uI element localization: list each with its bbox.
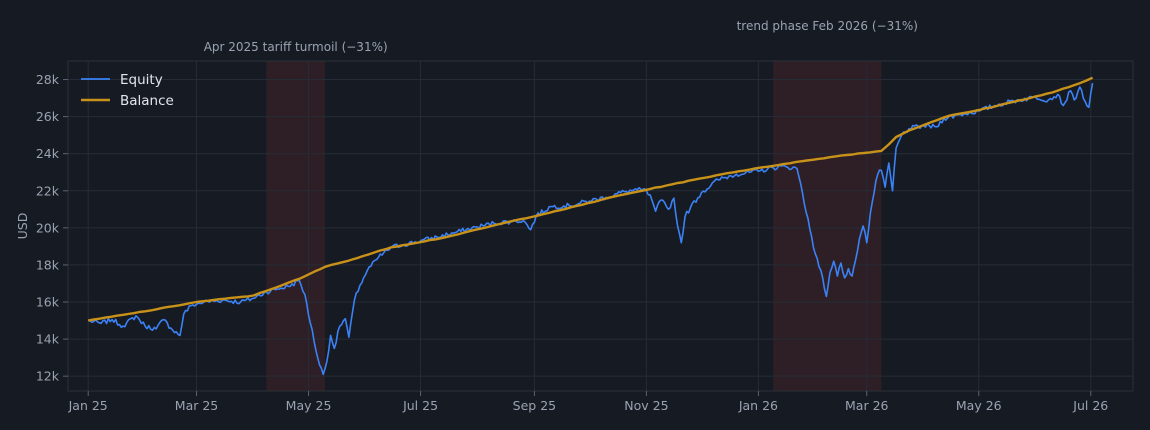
y-tick-label: 18k <box>36 257 60 272</box>
x-tick-label: Jul 25 <box>402 398 438 413</box>
x-tick-label: Mar 26 <box>845 398 889 413</box>
y-tick-label: 22k <box>36 183 60 198</box>
y-tick-label: 14k <box>36 332 60 347</box>
plot-area <box>67 60 1134 392</box>
region-label-1: Apr 2025 tariff turmoil (−31%) <box>204 40 388 54</box>
y-tick-label: 28k <box>36 72 60 87</box>
y-tick-label: 26k <box>36 109 60 124</box>
region-label-2: trend phase Feb 2026 (−31%) <box>737 19 918 33</box>
legend: Equity Balance <box>81 72 174 109</box>
drawdown-region-2 <box>773 61 882 391</box>
x-tick-label: Nov 25 <box>624 398 668 413</box>
x-tick-label: May 26 <box>956 398 1002 413</box>
y-tick-label: 20k <box>36 220 60 235</box>
drawdown-region-1 <box>266 61 326 391</box>
legend-label-equity: Equity <box>120 72 163 88</box>
x-tick-label: Jan 25 <box>68 398 108 413</box>
x-tick-label: Sep 25 <box>513 398 556 413</box>
x-tick-label: Jan 26 <box>738 398 778 413</box>
y-tick-label: 16k <box>36 295 60 310</box>
x-tick-label: May 25 <box>286 398 332 413</box>
series-line-equity <box>88 83 1094 376</box>
x-tick-label: Jul 26 <box>1072 398 1108 413</box>
x-tick-label: Mar 25 <box>175 398 218 413</box>
legend-label-balance: Balance <box>120 93 174 109</box>
series-line-balance <box>87 76 1094 322</box>
y-tick-label: 24k <box>36 146 60 161</box>
y-axis-label: USD <box>15 213 30 240</box>
y-tick-label: 12k <box>36 369 60 384</box>
